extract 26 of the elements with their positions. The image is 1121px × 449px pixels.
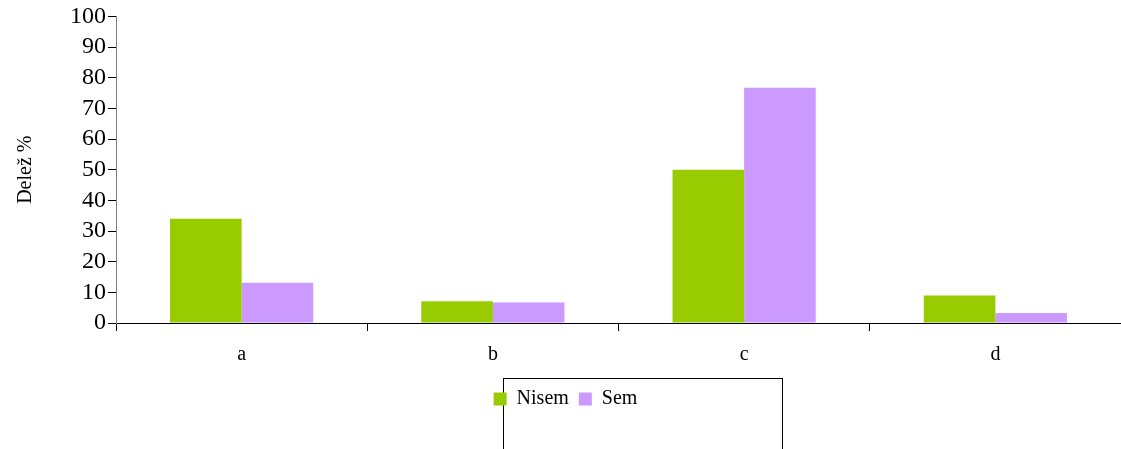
bar [170, 218, 242, 323]
y-tick-label: 30 [82, 216, 106, 243]
x-tick-label: b [487, 342, 498, 365]
bar [492, 302, 565, 323]
bar [241, 282, 314, 323]
y-axis-title: Delež % [13, 135, 36, 204]
y-tick-label: 80 [82, 63, 106, 90]
x-tick-label: c [739, 342, 749, 365]
bar [421, 301, 493, 323]
y-tick-label: 40 [82, 185, 106, 212]
y-tick-label: 10 [82, 277, 106, 304]
y-tick-label: 0 [94, 308, 106, 335]
x-tick-label: d [990, 342, 1001, 365]
bar [923, 295, 996, 323]
y-tick-label: 70 [82, 93, 106, 120]
y-tick-label: 100 [70, 1, 106, 28]
y-tick-label: 60 [82, 124, 106, 151]
y-tick-label: 90 [82, 32, 106, 59]
legend-label: Nisem [516, 386, 570, 409]
bar [672, 169, 745, 323]
y-tick-label: 20 [82, 246, 106, 273]
bar [995, 312, 1067, 323]
x-tick-label: a [237, 342, 247, 365]
y-tick-label: 50 [82, 155, 106, 181]
bar [744, 87, 816, 323]
legend-label: Sem [601, 386, 638, 409]
